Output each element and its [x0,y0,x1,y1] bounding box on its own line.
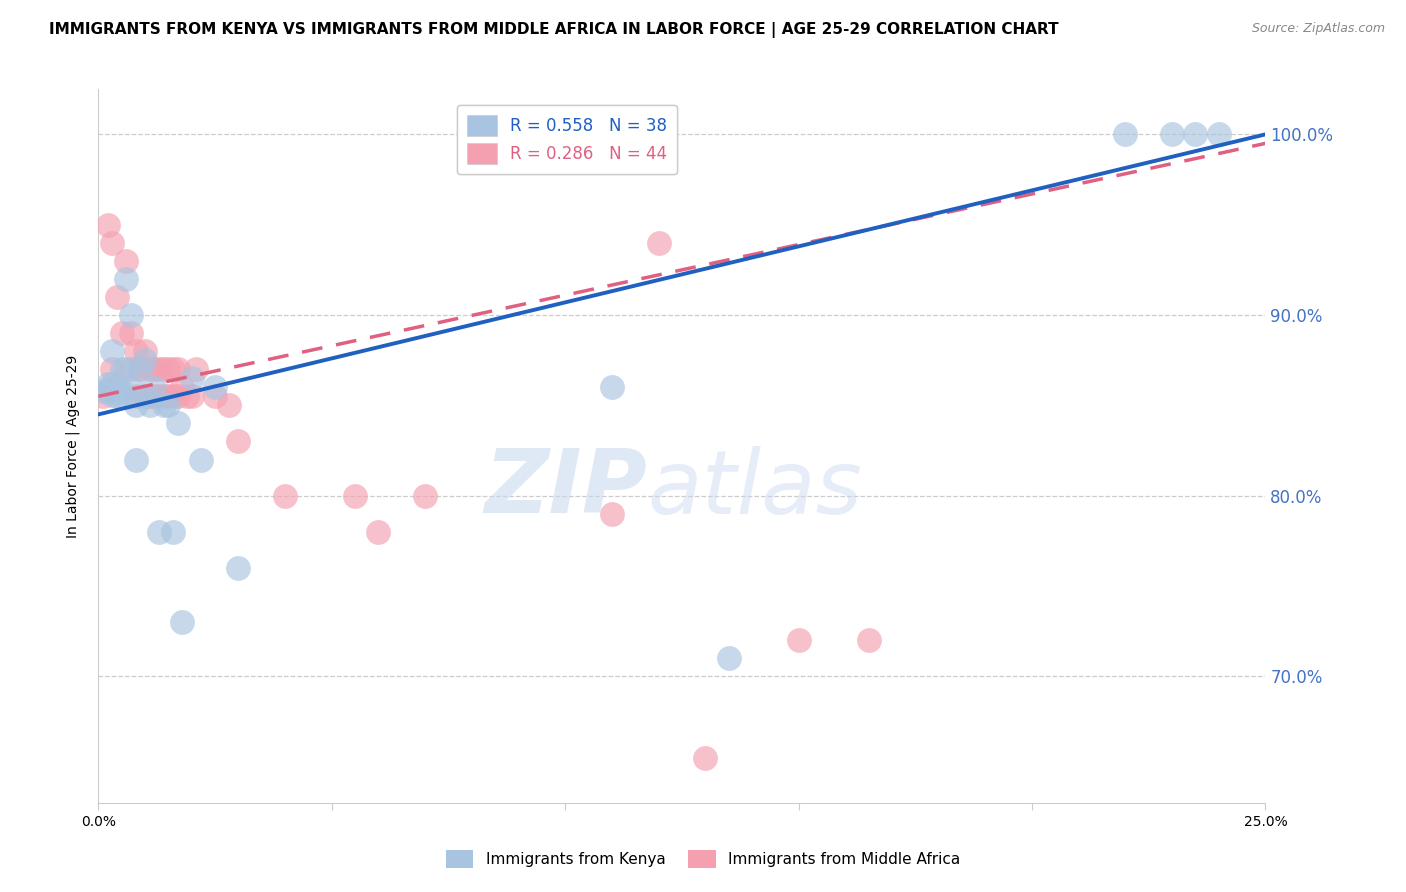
Point [120,326,142,340]
Point [91,384,114,398]
Point [115,253,138,268]
Point [115,272,138,286]
Point [166,362,188,376]
Point [148,362,170,376]
Point [105,380,128,394]
Point [139,389,162,403]
Text: atlas: atlas [647,446,862,532]
Point [190,452,212,467]
Point [101,344,124,359]
Point [717,651,740,665]
Legend: R = 0.558   N = 38, R = 0.286   N = 44: R = 0.558 N = 38, R = 0.286 N = 44 [457,104,678,174]
Point [647,235,669,250]
Legend: Immigrants from Kenya, Immigrants from Middle Africa: Immigrants from Kenya, Immigrants from M… [439,843,967,875]
Point [120,362,142,376]
Point [101,362,124,376]
Point [148,524,170,539]
Point [413,489,436,503]
Point [97,376,120,391]
Point [218,398,240,412]
Point [111,389,134,403]
Text: IMMIGRANTS FROM KENYA VS IMMIGRANTS FROM MIDDLE AFRICA IN LABOR FORCE | AGE 25-2: IMMIGRANTS FROM KENYA VS IMMIGRANTS FROM… [49,22,1059,38]
Point [111,362,134,376]
Point [1184,128,1206,142]
Point [101,235,124,250]
Point [125,452,148,467]
Point [186,362,208,376]
Point [97,218,120,232]
Point [97,384,120,398]
Point [105,290,128,304]
Point [180,389,202,403]
Point [1208,128,1230,142]
Point [134,344,156,359]
Point [367,524,389,539]
Point [157,362,180,376]
Point [148,389,170,403]
Point [600,507,623,521]
Point [125,398,148,412]
Point [139,362,162,376]
Point [125,344,148,359]
Point [139,398,162,412]
Point [600,380,623,394]
Point [274,489,297,503]
Point [143,362,166,376]
Point [111,326,134,340]
Point [134,353,156,368]
Text: ZIP: ZIP [484,445,647,533]
Point [176,389,198,403]
Point [1161,128,1184,142]
Point [129,362,152,376]
Point [344,489,367,503]
Point [166,417,188,431]
Point [152,398,174,412]
Point [858,633,880,648]
Point [166,389,188,403]
Point [204,389,226,403]
Point [152,362,174,376]
Point [111,384,134,398]
Y-axis label: In Labor Force | Age 25-29: In Labor Force | Age 25-29 [65,354,80,538]
Point [162,524,184,539]
Point [162,389,184,403]
Point [228,561,250,575]
Point [120,380,142,394]
Point [787,633,810,648]
Point [172,615,194,629]
Point [91,389,114,403]
Point [162,362,184,376]
Point [180,371,202,385]
Point [101,387,124,401]
Point [134,389,156,403]
Point [695,750,717,764]
Point [204,380,226,394]
Point [1114,128,1136,142]
Point [157,389,180,403]
Point [134,389,156,403]
Point [157,398,180,412]
Point [105,389,128,403]
Text: Source: ZipAtlas.com: Source: ZipAtlas.com [1251,22,1385,36]
Point [101,376,124,391]
Point [129,362,152,376]
Point [120,308,142,322]
Point [172,380,194,394]
Point [228,434,250,449]
Point [152,389,174,403]
Point [115,362,138,376]
Point [143,380,166,394]
Point [125,389,148,403]
Point [143,389,166,403]
